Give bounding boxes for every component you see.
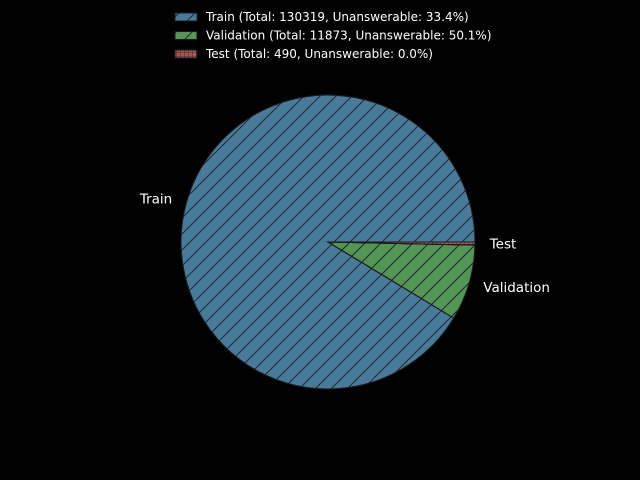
legend-swatch-hatch-train bbox=[174, 12, 198, 22]
slice-label-test: Test bbox=[489, 237, 517, 253]
legend-swatch-hatch-validation bbox=[174, 31, 198, 40]
slice-label-train: Train bbox=[139, 192, 172, 208]
legend-label-train: Train (Total: 130319, Unanswerable: 33.4… bbox=[205, 10, 469, 24]
slice-labels: Train Validation Test bbox=[139, 192, 550, 297]
legend-swatch-hatch-test bbox=[174, 49, 198, 59]
legend: Train (Total: 130319, Unanswerable: 33.4… bbox=[174, 10, 492, 61]
slice-label-validation: Validation bbox=[483, 280, 550, 296]
legend-label-test: Test (Total: 490, Unanswerable: 0.0%) bbox=[205, 47, 433, 61]
legend-label-validation: Validation (Total: 11873, Unanswerable: … bbox=[206, 29, 492, 43]
pie-slice-hatch-test bbox=[327, 241, 476, 246]
pie-slices bbox=[180, 94, 476, 390]
